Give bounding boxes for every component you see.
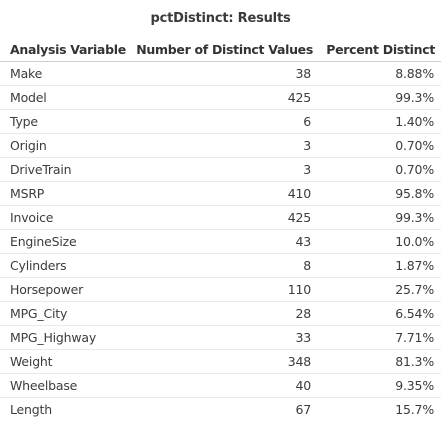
table-row: Invoice 425 99.3% xyxy=(0,205,441,230)
distinct-count-cell: 6 xyxy=(130,109,317,134)
distinct-count-cell: 348 xyxy=(130,349,317,374)
percent-distinct-cell: 6.54% xyxy=(317,301,441,326)
percent-distinct-cell: 0.70% xyxy=(317,157,441,182)
table-row: Horsepower 110 25.7% xyxy=(0,277,441,302)
percent-distinct-cell: 0.70% xyxy=(317,133,441,158)
percent-distinct-cell: 1.40% xyxy=(317,109,441,134)
percent-distinct-cell: 10.0% xyxy=(317,229,441,254)
variable-cell: MSRP xyxy=(0,181,130,206)
percent-distinct-cell: 95.8% xyxy=(317,181,441,206)
variable-cell: Wheelbase xyxy=(0,373,130,398)
header-analysis-variable: Analysis Variable xyxy=(0,39,130,62)
distinct-count-cell: 43 xyxy=(130,229,317,254)
distinct-count-cell: 425 xyxy=(130,205,317,230)
table-row: Wheelbase 40 9.35% xyxy=(0,373,441,398)
percent-distinct-cell: 8.88% xyxy=(317,61,441,86)
table-row: Cylinders 8 1.87% xyxy=(0,253,441,278)
variable-cell: Type xyxy=(0,109,130,134)
distinct-count-cell: 425 xyxy=(130,85,317,110)
variable-cell: Invoice xyxy=(0,205,130,230)
distinct-count-cell: 33 xyxy=(130,325,317,350)
table-row: DriveTrain 3 0.70% xyxy=(0,157,441,182)
variable-cell: DriveTrain xyxy=(0,157,130,182)
percent-distinct-cell: 7.71% xyxy=(317,325,441,350)
table-row: Length 67 15.7% xyxy=(0,397,441,421)
variable-cell: MPG_City xyxy=(0,301,130,326)
table-row: Model 425 99.3% xyxy=(0,85,441,110)
table-row: MSRP 410 95.8% xyxy=(0,181,441,206)
variable-cell: Make xyxy=(0,61,130,86)
variable-cell: Origin xyxy=(0,133,130,158)
distinct-count-cell: 3 xyxy=(130,157,317,182)
distinct-count-cell: 40 xyxy=(130,373,317,398)
table-row: MPG_Highway 33 7.71% xyxy=(0,325,441,350)
percent-distinct-cell: 15.7% xyxy=(395,401,434,417)
variable-cell: Model xyxy=(0,85,130,110)
percent-distinct-cell: 1.87% xyxy=(317,253,441,278)
percent-distinct-cell: 99.3% xyxy=(317,205,441,230)
percent-distinct-cell: 25.7% xyxy=(317,277,441,302)
variable-cell: Length xyxy=(10,401,52,417)
table-row: MPG_City 28 6.54% xyxy=(0,301,441,326)
results-table: Analysis Variable Number of Distinct Val… xyxy=(0,39,441,421)
percent-distinct-cell: 99.3% xyxy=(317,85,441,110)
variable-cell: Cylinders xyxy=(0,253,130,278)
table-row: EngineSize 43 10.0% xyxy=(0,229,441,254)
variable-cell: Weight xyxy=(0,349,130,374)
table-row: Make 38 8.88% xyxy=(0,61,441,86)
distinct-count-cell: 3 xyxy=(130,133,317,158)
variable-cell: EngineSize xyxy=(0,229,130,254)
header-distinct-values: Number of Distinct Values xyxy=(130,39,317,62)
distinct-count-cell: 28 xyxy=(130,301,317,326)
distinct-count-cell: 8 xyxy=(130,253,317,278)
table-row: Weight 348 81.3% xyxy=(0,349,441,374)
header-percent-distinct: Percent Distinct xyxy=(317,39,441,62)
percent-distinct-cell: 81.3% xyxy=(317,349,441,374)
variable-cell: MPG_Highway xyxy=(0,325,130,350)
table-header-row: Analysis Variable Number of Distinct Val… xyxy=(0,39,441,62)
distinct-count-cell: 67 xyxy=(295,401,311,417)
results-title: pctDistinct: Results xyxy=(150,11,291,26)
table-row: Type 6 1.40% xyxy=(0,109,441,134)
variable-cell: Horsepower xyxy=(0,277,130,302)
distinct-count-cell: 110 xyxy=(130,277,317,302)
table-row: Origin 3 0.70% xyxy=(0,133,441,158)
distinct-count-cell: 410 xyxy=(130,181,317,206)
percent-distinct-cell: 9.35% xyxy=(317,373,441,398)
distinct-count-cell: 38 xyxy=(130,61,317,86)
